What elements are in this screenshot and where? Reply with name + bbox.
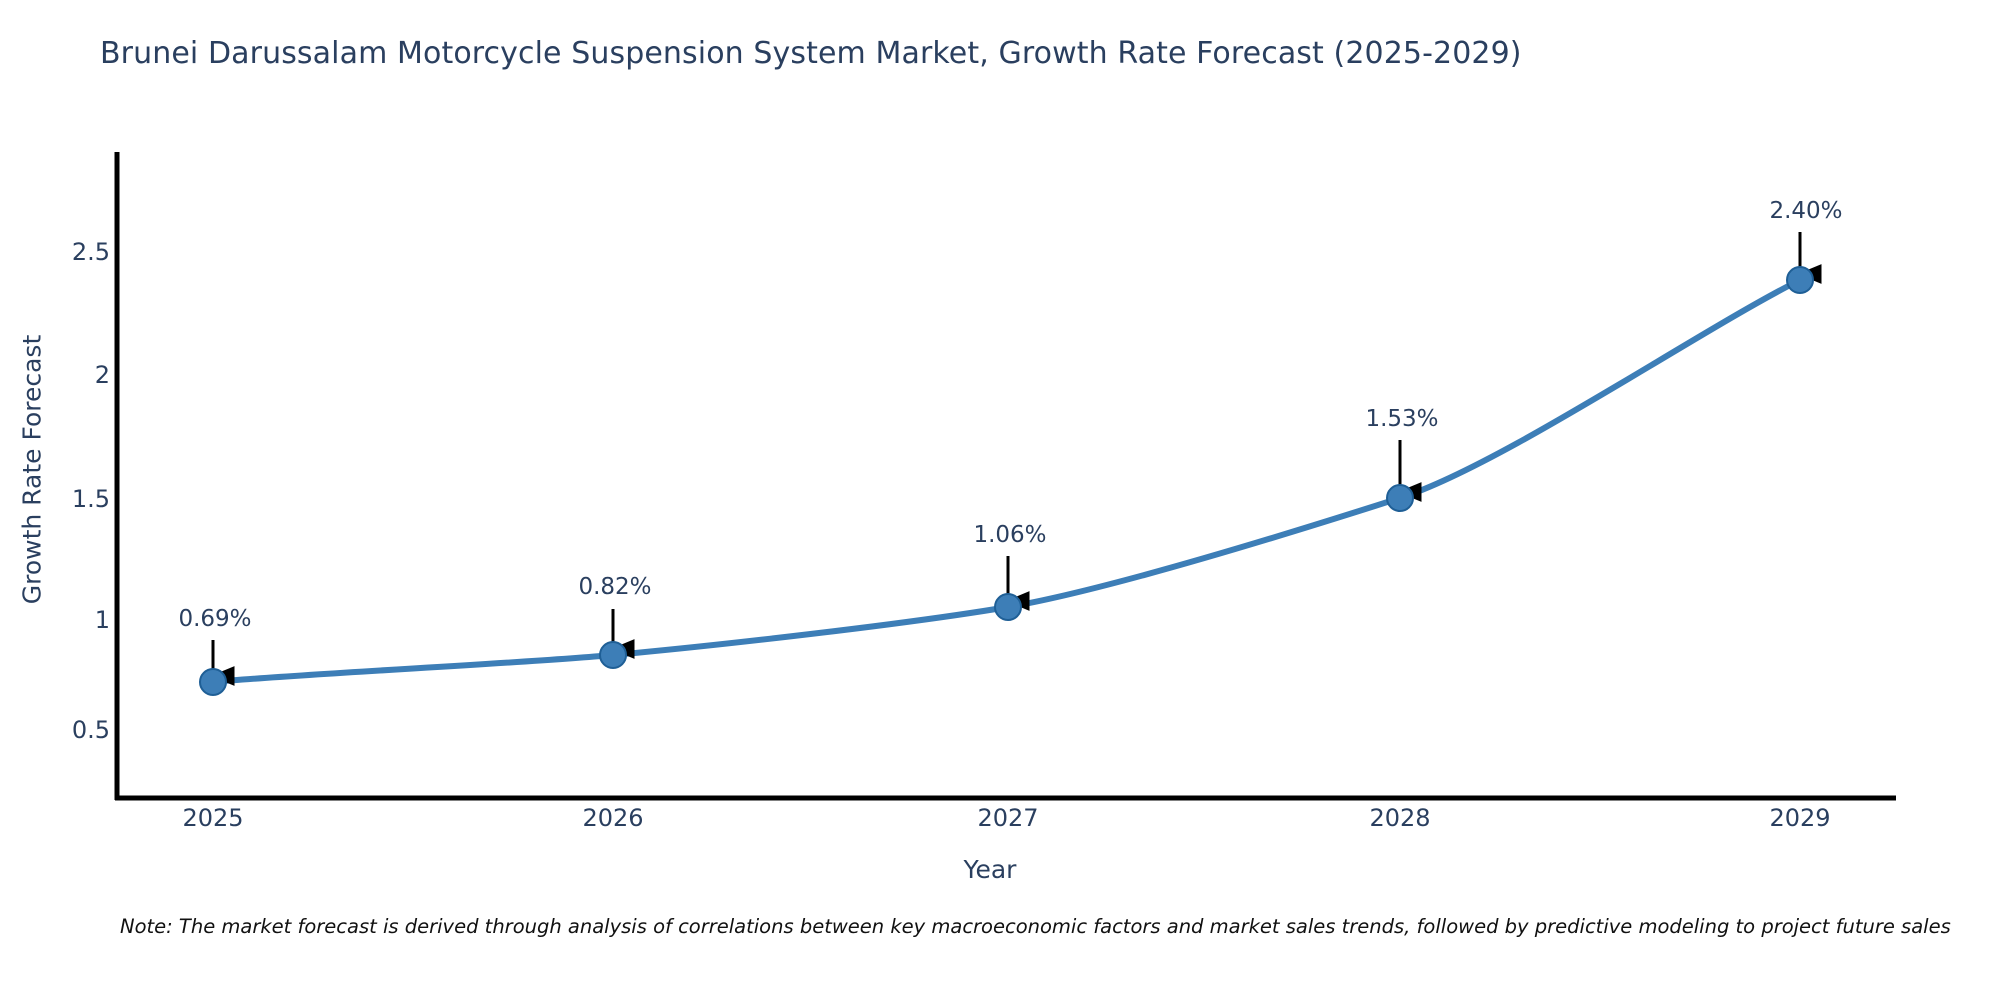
y-tick-label-1-5: 1.5 xyxy=(71,485,110,513)
data-point-2026[interactable] xyxy=(599,641,627,669)
point-annotation-2026: 0.82% xyxy=(578,574,652,600)
point-annotation-2025: 0.69% xyxy=(178,606,252,632)
x-tick-label-2028: 2028 xyxy=(1369,804,1431,832)
point-annotation-2029: 2.40% xyxy=(1769,198,1843,224)
x-tick-label-2029: 2029 xyxy=(1769,804,1831,832)
x-tick-label-2025: 2025 xyxy=(182,804,244,832)
point-annotation-2027: 1.06% xyxy=(973,522,1047,548)
point-annotation-2028: 1.53% xyxy=(1365,406,1439,432)
chart-title: Brunei Darussalam Motorcycle Suspension … xyxy=(100,36,1522,71)
x-axis-label: Year xyxy=(963,855,1017,884)
data-point-2029[interactable] xyxy=(1786,266,1814,294)
x-axis-label-wrap: Year xyxy=(0,855,2000,884)
data-point-2025[interactable] xyxy=(199,668,227,696)
x-tick-label-2026: 2026 xyxy=(582,804,644,832)
data-point-2028[interactable] xyxy=(1386,484,1414,512)
y-tick-label-2: 2 xyxy=(94,361,110,389)
chart-footnote: Note: The market forecast is derived thr… xyxy=(120,915,1951,938)
data-line-series xyxy=(210,277,1803,685)
y-tick-label-2-5: 2.5 xyxy=(71,238,110,266)
y-tick-label-1: 1 xyxy=(94,606,110,634)
x-tick-label-2027: 2027 xyxy=(977,804,1039,832)
y-tick-label-0-5: 0.5 xyxy=(71,716,110,744)
data-point-2027[interactable] xyxy=(994,593,1022,621)
